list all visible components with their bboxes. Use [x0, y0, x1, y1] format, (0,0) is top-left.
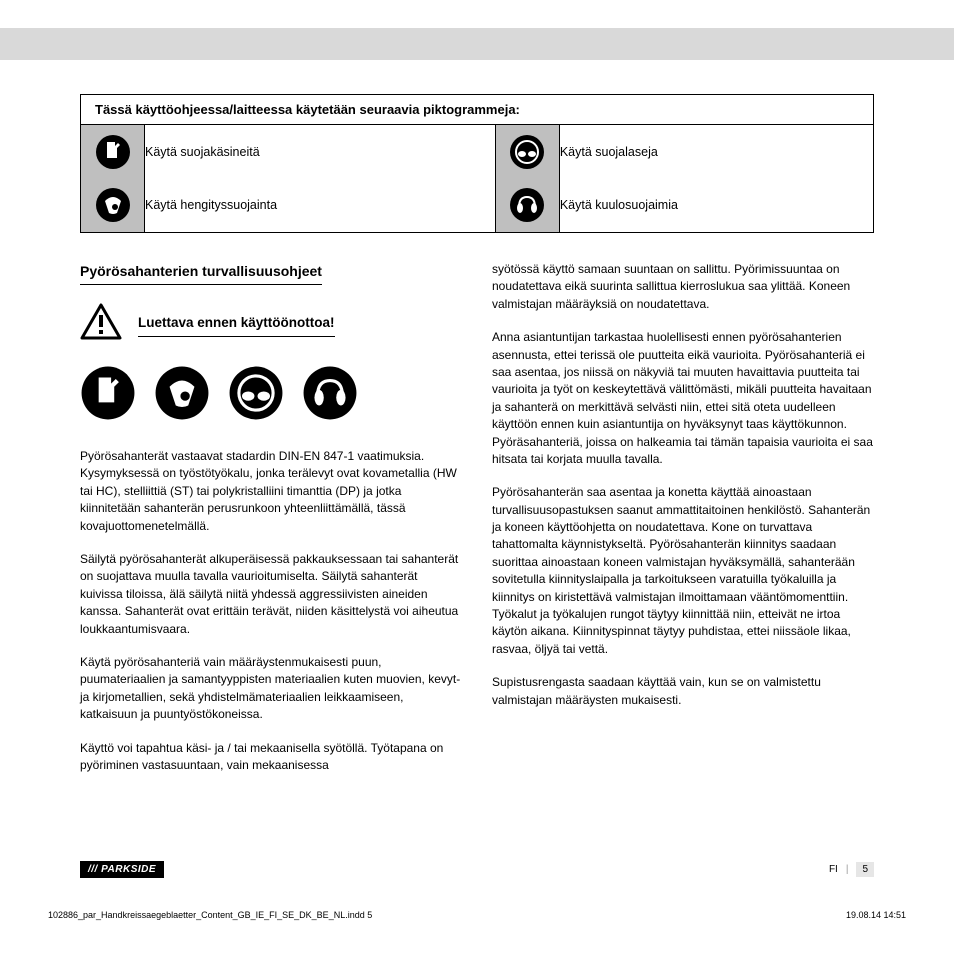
- goggles-icon: [228, 365, 284, 426]
- goggles-label: Käytä suojalaseja: [559, 125, 873, 179]
- table-header-row: Tässä käyttöohjeessa/laitteessa käytetää…: [81, 95, 874, 125]
- page-number: FI | 5: [829, 862, 874, 877]
- mask-icon: [81, 179, 145, 233]
- warning-heading: Luettava ennen käyttöönottoa!: [138, 313, 335, 337]
- paragraph: Pyörösahanterän saa asentaa ja konetta k…: [492, 484, 874, 658]
- section-title-wrap: Pyörösahanterien turvallisuusohjeet: [80, 261, 462, 303]
- paragraph: Anna asiantuntijan tarkastaa huolellises…: [492, 329, 874, 468]
- icon-strip: [80, 365, 462, 426]
- earmuffs-label: Käytä kuulosuojaimia: [559, 179, 873, 233]
- file-meta: 102886_par_Handkreissaegeblaetter_Conten…: [48, 910, 906, 920]
- pictogram-table: Tässä käyttöohjeessa/laitteessa käytetää…: [80, 94, 874, 233]
- paragraph: Pyörösahanterät vastaavat stadardin DIN-…: [80, 448, 462, 535]
- paragraph: Käytä pyörösahanteriä vain määräystenmuk…: [80, 654, 462, 724]
- page-footer: /// PARKSIDE FI | 5: [80, 861, 874, 878]
- file-path: 102886_par_Handkreissaegeblaetter_Conten…: [48, 910, 372, 920]
- paragraph: syötössä käyttö samaan suuntaan on salli…: [492, 261, 874, 313]
- gloves-icon: [80, 365, 136, 426]
- mask-label: Käytä hengityssuojainta: [145, 179, 496, 233]
- mask-icon: [154, 365, 210, 426]
- paragraph: Käyttö voi tapahtua käsi- ja / tai mekaa…: [80, 740, 462, 775]
- right-column: syötössä käyttö samaan suuntaan on salli…: [492, 261, 874, 790]
- paragraph: Säilytä pyörösahanterät alkuperäisessä p…: [80, 551, 462, 638]
- table-header: Tässä käyttöohjeessa/laitteessa käytetää…: [81, 95, 874, 125]
- gloves-label: Käytä suojakäsineitä: [145, 125, 496, 179]
- paragraph: Supistusrengasta saadaan käyttää vain, k…: [492, 674, 874, 709]
- page-num: 5: [856, 862, 874, 877]
- left-column: Pyörösahanterien turvallisuusohjeet Luet…: [80, 261, 462, 790]
- two-column-content: Pyörösahanterien turvallisuusohjeet Luet…: [80, 261, 874, 790]
- file-timestamp: 19.08.14 14:51: [846, 910, 906, 920]
- brand-badge: /// PARKSIDE: [80, 861, 164, 878]
- earmuffs-icon: [302, 365, 358, 426]
- lang-code: FI: [829, 864, 838, 875]
- header-band: [0, 28, 954, 60]
- goggles-icon: [495, 125, 559, 179]
- section-title: Pyörösahanterien turvallisuusohjeet: [80, 261, 322, 285]
- earmuffs-icon: [495, 179, 559, 233]
- warning-triangle-icon: [80, 303, 122, 346]
- table-row: Käytä hengityssuojainta Käytä kuulosuoja…: [81, 179, 874, 233]
- page-content: Tässä käyttöohjeessa/laitteessa käytetää…: [80, 94, 874, 790]
- gloves-icon: [81, 125, 145, 179]
- warning-row: Luettava ennen käyttöönottoa!: [80, 303, 462, 346]
- table-row: Käytä suojakäsineitä Käytä suojalaseja: [81, 125, 874, 179]
